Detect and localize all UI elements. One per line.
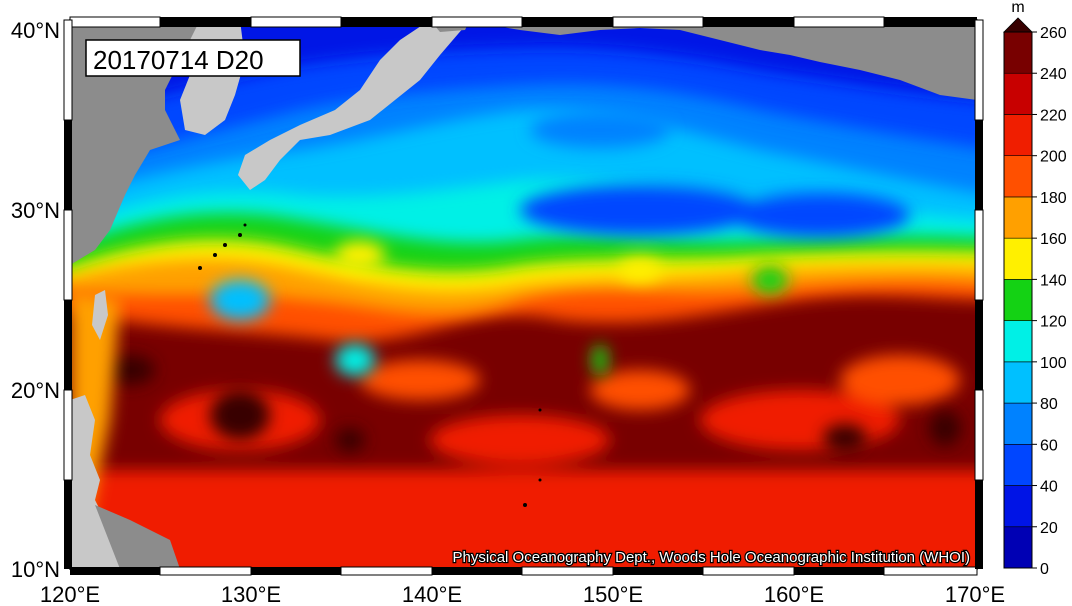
ocean-eddy — [520, 185, 760, 235]
ocean-eddy — [210, 280, 270, 320]
colorbar-level-label: 60 — [1040, 437, 1058, 454]
frame-border-bottom — [70, 566, 978, 576]
latitude-tick-labels: 10°N 20°N 30°N 40°N — [11, 18, 60, 582]
colorbar-swatch — [1003, 485, 1033, 528]
colorbar-level-label: 120 — [1040, 314, 1067, 331]
colorbar-frame — [1003, 31, 1033, 569]
latitude-tick-label: 20°N — [11, 378, 60, 403]
ocean-eddy — [592, 344, 608, 376]
colorbar-swatch — [1003, 31, 1033, 74]
japan-honshu — [238, 20, 470, 190]
colorbar-level-label: 260 — [1040, 25, 1067, 42]
frame-border-right — [974, 19, 984, 569]
land-masses — [70, 20, 977, 569]
colorbar-swatch — [1003, 196, 1033, 239]
ocean-eddy — [752, 266, 788, 294]
colorbar-swatch — [1003, 444, 1033, 486]
colorbar-level-label: 100 — [1040, 355, 1067, 372]
ocean-eddy-deep — [210, 390, 270, 440]
colorbar-level-label: 140 — [1040, 272, 1067, 289]
title-box: 20170714 D20 — [85, 39, 301, 77]
ocean-eddy — [530, 112, 670, 148]
longitude-tick-label: 120°E — [40, 582, 100, 606]
longitude-tick-label: 130°E — [221, 582, 281, 606]
china-mainland — [70, 20, 180, 265]
colorbar-level-label: 220 — [1040, 107, 1067, 124]
colorbar-level-label: 80 — [1040, 396, 1058, 413]
title-background — [85, 39, 301, 77]
ocean-eddy — [335, 344, 375, 376]
longitude-tick-label: 170°E — [945, 582, 1005, 606]
colorbar-level-label: 160 — [1040, 231, 1067, 248]
ocean-blob — [360, 360, 480, 400]
colorbar-unit: m — [1011, 0, 1024, 16]
colorbar-swatch — [1003, 402, 1033, 445]
longitude-tick-labels: 120°E 130°E 140°E 150°E 160°E 170°E — [40, 582, 1005, 606]
d20-field — [70, 20, 977, 569]
ocean-eddy — [335, 241, 385, 269]
colorbar-overflow-triangle — [1003, 17, 1033, 33]
ocean-eddy — [730, 193, 910, 237]
colorbar-level-label: 200 — [1040, 149, 1067, 166]
ocean-eddy — [618, 258, 662, 282]
colorbar-swatch — [1003, 361, 1033, 404]
ryukyu-islands — [198, 223, 542, 507]
colorbar-level-label: 180 — [1040, 190, 1067, 207]
ocean-blob — [430, 415, 610, 465]
colorbar-swatch — [1003, 320, 1033, 363]
ocean-band-south — [70, 470, 977, 569]
ocean-eddy-deep — [823, 424, 867, 452]
map-plot-area — [70, 20, 977, 569]
colorbar-level-label: 240 — [1040, 66, 1067, 83]
colorbar-level-label: 40 — [1040, 479, 1058, 496]
colorbar-level-label: 20 — [1040, 520, 1058, 537]
ocean-blob — [590, 370, 690, 410]
longitude-tick-label: 150°E — [583, 582, 643, 606]
northern-land — [470, 20, 977, 100]
colorbar-swatch — [1003, 72, 1033, 115]
mindanao — [95, 505, 180, 569]
ocean-blob — [840, 355, 960, 405]
latitude-tick-label: 40°N — [11, 18, 60, 43]
colorbar-swatch — [1003, 279, 1033, 321]
latitude-tick-label: 10°N — [11, 557, 60, 582]
ocean-eddy-deep — [105, 355, 155, 385]
colorbar-level-label: 0 — [1040, 561, 1049, 578]
longitude-tick-label: 140°E — [402, 582, 462, 606]
taiwan — [92, 290, 108, 340]
longitude-tick-label: 160°E — [764, 582, 824, 606]
ocean-eddy-deep — [335, 428, 365, 452]
frame-border-top — [69, 16, 977, 28]
colorbar-swatch — [1003, 114, 1033, 156]
philippines — [70, 395, 160, 569]
latitude-tick-label: 30°N — [11, 198, 60, 223]
map-title: 20170714 D20 — [93, 45, 264, 75]
colorbar-swatch — [1003, 526, 1033, 569]
colorbar-swatch — [1003, 155, 1033, 198]
colorbar-swatch — [1003, 237, 1033, 280]
ocean-eddy-deep — [929, 410, 961, 446]
frame-border-left — [63, 19, 73, 569]
credit-text: Physical Oceanography Dept., Woods Hole … — [453, 549, 970, 566]
colorbar: 0 20 40 60 80 100 120 140 160 180 200 220 240 260 m — [1003, 0, 1067, 578]
